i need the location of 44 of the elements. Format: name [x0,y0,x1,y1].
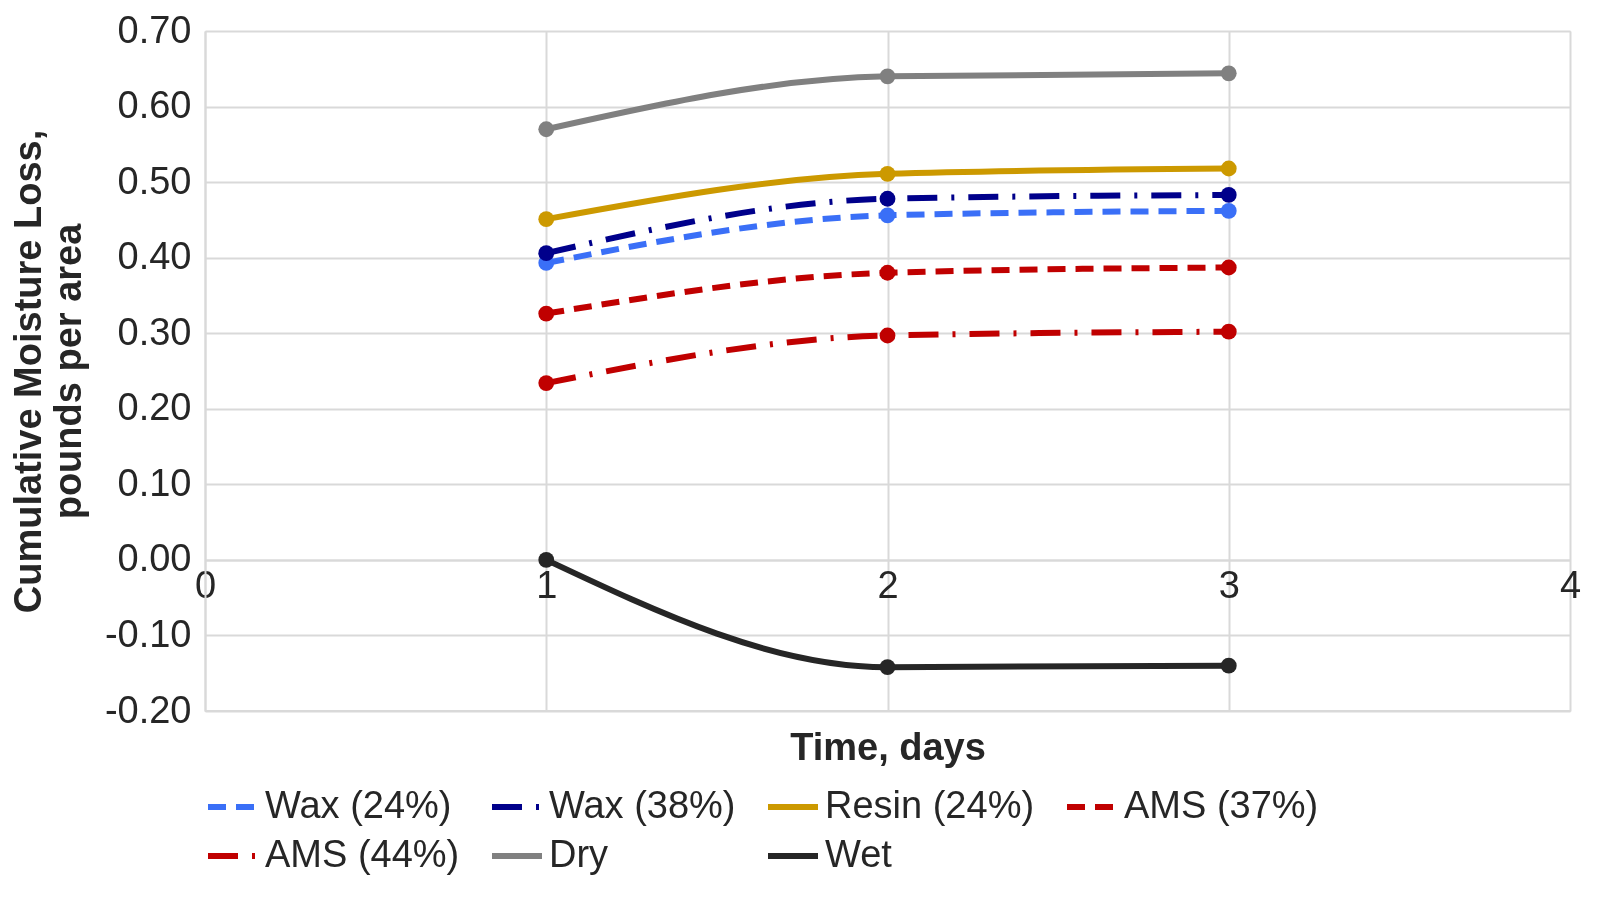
y-tick-label: 0.00 [117,537,192,580]
x-tick-label: 2 [877,564,899,607]
y-tick-label: 0.30 [117,310,192,353]
point [879,659,896,676]
y-tick-label: 0.60 [117,84,192,127]
y-tick-label: 0.20 [117,386,192,429]
legend-label: Resin (24%) [825,784,1035,826]
x-tick-label: 0 [194,564,217,607]
point [538,121,555,138]
point [1220,160,1237,177]
legend-label: AMS (37%) [1124,784,1319,826]
y-tick-label: 0.50 [117,159,192,202]
point [538,305,555,322]
x-axis-title: Time, days [790,725,986,768]
legend-label: AMS (44%) [265,833,460,875]
point [1220,259,1237,276]
legend-label: Dry [549,833,609,875]
legend-label: Wet [825,833,893,875]
point [1220,202,1237,219]
point [879,190,896,207]
point [1220,187,1237,203]
y-tick-label: 0.40 [117,235,192,278]
point [879,165,896,182]
point [1220,657,1237,674]
y-tick-label: -0.10 [104,612,192,655]
point [538,245,555,262]
point [879,327,896,344]
y-tick-label: 0.70 [117,8,192,51]
point [879,207,896,224]
point [1220,323,1237,340]
x-tick-label: 3 [1218,564,1240,607]
point [538,211,555,228]
point [538,375,555,391]
y-tick-label: -0.20 [104,688,192,731]
point [879,68,896,85]
legend-label: Wax (24%) [265,784,452,826]
y-axis-title: Cumulative Moisture Loss, pounds per area [6,129,89,614]
point [1220,65,1237,82]
point [879,264,896,281]
y-tick-label: 0.10 [117,461,192,504]
x-tick-label: 1 [536,564,558,607]
x-tick-label: 4 [1559,564,1582,607]
point [538,552,555,568]
legend-label: Wax (38%) [549,784,736,826]
